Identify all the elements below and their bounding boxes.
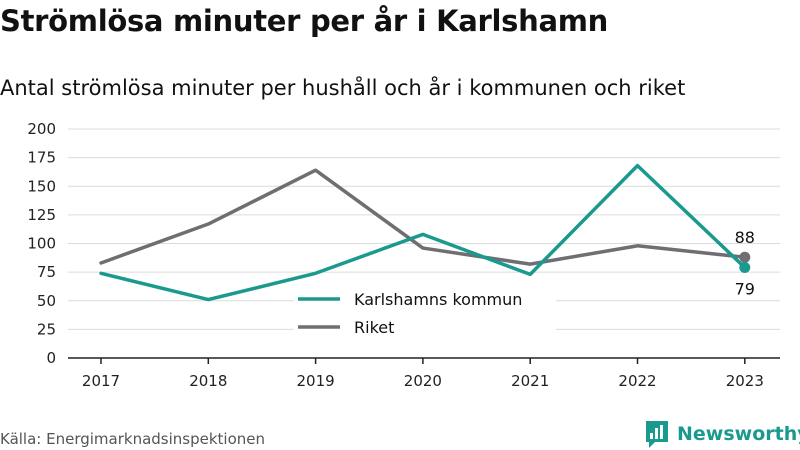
x-tick-label: 2023 <box>726 372 764 390</box>
x-tick-label: 2020 <box>404 372 442 390</box>
y-tick-label: 0 <box>46 349 56 367</box>
end-point <box>739 262 751 274</box>
x-tick-label: 2018 <box>189 372 227 390</box>
x-tick-label: 2017 <box>82 372 120 390</box>
x-tick-label: 2022 <box>618 372 656 390</box>
brand-name: Newsworthy <box>677 423 800 445</box>
y-tick-label: 25 <box>37 320 56 338</box>
y-tick-label: 100 <box>27 235 56 253</box>
y-tick-label: 75 <box>37 263 56 281</box>
y-tick-label: 150 <box>27 177 56 195</box>
series-line <box>99 168 747 266</box>
grid-lines <box>68 128 780 330</box>
data-label-kommun: 79 <box>735 280 755 299</box>
y-tick-label: 125 <box>27 206 56 224</box>
source-note: Källa: Energimarknadsinspektionen <box>0 430 266 448</box>
series-lines <box>99 163 751 302</box>
legend: Karlshamns kommun Riket <box>294 286 556 340</box>
y-tick-label: 200 <box>27 120 56 138</box>
newsworthy-logo-icon <box>646 421 668 448</box>
series-line <box>99 163 747 302</box>
legend-label: Riket <box>354 318 394 337</box>
chart-subtitle: Antal strömlösa minuter per hushåll och … <box>0 76 686 100</box>
data-labels: 88 79 <box>735 228 755 298</box>
axes: 0 25 50 75 100 125 150 175 200 2017 2018 2019 2020 20… <box>27 120 780 390</box>
legend-label: Karlshamns kommun <box>354 290 522 309</box>
x-tick-label: 2019 <box>297 372 335 390</box>
end-point <box>739 251 751 263</box>
chart-title: Strömlösa minuter per år i Karlshamn <box>0 4 609 38</box>
brand-logo: Newsworthy <box>644 419 800 449</box>
x-tick-label: 2021 <box>511 372 549 390</box>
y-tick-label: 175 <box>27 149 56 167</box>
data-label-riket: 88 <box>735 228 755 247</box>
y-tick-label: 50 <box>37 292 56 310</box>
